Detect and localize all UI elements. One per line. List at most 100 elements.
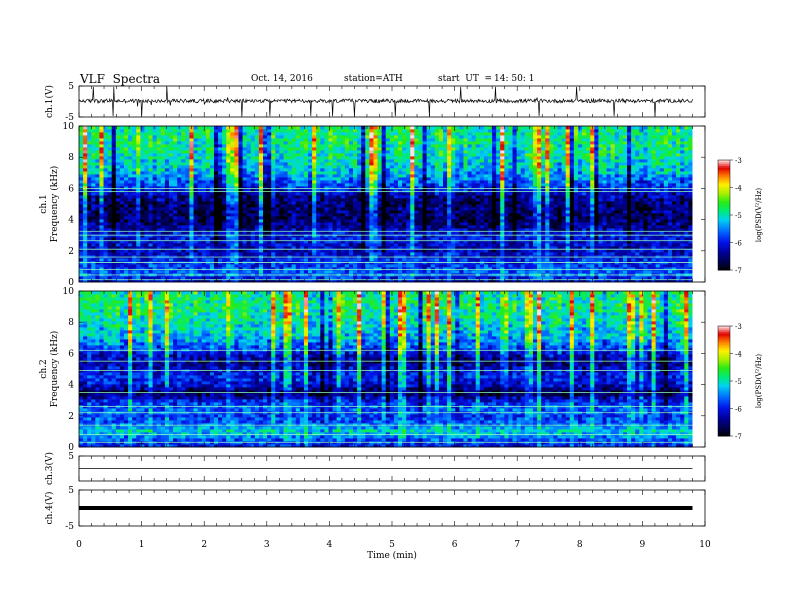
spec1-spectrogram-cell: [263, 249, 268, 253]
spec1-spectrogram-cell: [189, 144, 194, 148]
spec1-spectrogram-cell: [95, 249, 100, 253]
spec1-spectrogram-cell: [246, 231, 252, 235]
spec1-spectrogram-cell: [340, 246, 346, 250]
spec1-spectrogram-cell: [152, 234, 158, 238]
spec1-spectrogram-cell: [197, 225, 203, 229]
spec1-spectrogram-cell: [218, 129, 223, 133]
spec1-spectrogram-cell: [312, 216, 317, 220]
spec1-spectrogram-cell: [447, 147, 452, 151]
spec1-spectrogram-cell: [258, 156, 264, 160]
spec1-spectrogram-cell: [369, 195, 374, 199]
spec1-spectrogram-cell: [193, 192, 199, 196]
spec1-spectrogram-cell: [303, 153, 309, 157]
spec1-spectrogram-cell: [230, 159, 235, 163]
spec1-spectrogram-cell: [283, 234, 288, 238]
spec1-spectrogram-cell: [263, 222, 268, 226]
spec1-spectrogram-cell: [381, 159, 387, 163]
spec1-spectrogram-cell: [344, 210, 350, 214]
spec1-spectrogram-cell: [295, 240, 301, 244]
spec1-spectrogram-cell: [213, 276, 219, 280]
spec1-spectrogram-cell: [242, 162, 248, 166]
spec1-spectrogram-cell: [361, 159, 366, 163]
spec1-spectrogram-cell: [250, 219, 256, 223]
spec1-spectrogram-cell: [344, 270, 350, 274]
spec1-spectrogram-cell: [132, 279, 137, 283]
spec1-spectrogram-cell: [128, 246, 133, 250]
spec1-spectrogram-cell: [361, 276, 366, 280]
spec1-spectrogram-cell: [312, 153, 317, 157]
spec1-spectrogram-cell: [418, 192, 423, 196]
spec1-spectrogram-cell: [447, 126, 452, 130]
spec1-spectrogram-cell: [389, 174, 395, 178]
spec1-spectrogram-cell: [226, 162, 231, 166]
spec1-spectrogram-cell: [348, 243, 354, 247]
spec1-spectrogram-cell: [344, 243, 350, 247]
spec1-spectrogram-cell: [398, 174, 403, 178]
spec1-spectrogram-cell: [402, 198, 407, 202]
spec1-spectrogram-cell: [152, 246, 158, 250]
spec1-spectrogram-cell: [128, 237, 133, 241]
spec1-spectrogram-cell: [250, 234, 256, 238]
spec1-spectrogram-cell: [393, 246, 399, 250]
spec1-spectrogram-cell: [369, 186, 374, 190]
spec1-spectrogram-cell: [152, 156, 158, 160]
spec1-spectrogram-cell: [283, 150, 288, 154]
spec1-spectrogram-cell: [254, 243, 260, 247]
spec1-spectrogram-cell: [295, 225, 301, 229]
spec1-spectrogram-cell: [119, 183, 125, 187]
spec1-spectrogram-cell: [295, 144, 301, 148]
spec1-spectrogram-cell: [205, 174, 211, 178]
spec1-spectrogram-cell: [250, 162, 256, 166]
spec1-spectrogram-cell: [156, 237, 162, 241]
spec1-spectrogram-cell: [406, 219, 411, 223]
spec1-spectrogram-cell: [385, 207, 391, 211]
spec1-spectrogram-cell: [79, 189, 84, 193]
spec1-spectrogram-cell: [402, 267, 407, 271]
spec1-spectrogram-cell: [140, 153, 145, 157]
spec1-spectrogram-cell: [258, 243, 264, 247]
spec1-spectrogram-cell: [365, 276, 370, 280]
spec1-spectrogram-cell: [434, 183, 440, 187]
spec1-spectrogram-cell: [324, 249, 329, 253]
spec1-spectrogram-cell: [418, 222, 423, 226]
spec1-spectrogram-cell: [103, 204, 109, 208]
spec1-spectrogram-cell: [299, 207, 305, 211]
spec1-spectrogram-cell: [189, 186, 194, 190]
spec1-spectrogram-cell: [156, 246, 162, 250]
spec1-spectrogram-cell: [242, 249, 248, 253]
spec1-spectrogram-cell: [443, 189, 448, 193]
spec1-spectrogram-cell: [91, 159, 96, 163]
spec1-spectrogram-cell: [357, 222, 362, 226]
spec1-spectrogram-cell: [152, 201, 158, 205]
spec1-spectrogram-cell: [152, 132, 158, 136]
spec1-spectrogram-cell: [377, 264, 383, 268]
spec1-spectrogram-cell: [389, 216, 395, 220]
spec1-spectrogram-cell: [332, 198, 338, 202]
spec1-spectrogram-cell: [361, 135, 366, 139]
spec1-spectrogram-cell: [369, 249, 374, 253]
spec1-spectrogram-cell: [136, 237, 141, 241]
spec1-spectrogram-cell: [111, 258, 117, 262]
spec1-spectrogram-cell: [455, 186, 460, 190]
spec1-spectrogram-cell: [136, 201, 141, 205]
spec1-spectrogram-cell: [83, 147, 88, 151]
spec1-spectrogram-cell: [181, 228, 186, 232]
spec1-spectrogram-cell: [283, 135, 288, 139]
spec1-spectrogram-cell: [258, 126, 264, 130]
spec1-spectrogram-cell: [393, 234, 399, 238]
spec1-spectrogram-cell: [123, 219, 129, 223]
spec1-spectrogram-cell: [303, 129, 309, 133]
spec1-spectrogram-cell: [324, 279, 329, 283]
spec1-spectrogram-cell: [357, 147, 362, 151]
spec1-spectrogram-cell: [316, 189, 321, 193]
spec1-spectrogram-cell: [209, 153, 215, 157]
spec1-spectrogram-cell: [144, 252, 149, 256]
spec1-spectrogram-cell: [283, 228, 288, 232]
spec1-spectrogram-cell: [308, 135, 313, 139]
spec1-spectrogram-cell: [103, 171, 109, 175]
spec1-spectrogram-cell: [103, 267, 109, 271]
spec1-spectrogram-cell: [218, 234, 223, 238]
spec1-spectrogram-cell: [156, 147, 162, 151]
spec1-spectrogram-cell: [348, 237, 354, 241]
spec1-spectrogram-cell: [271, 228, 276, 232]
